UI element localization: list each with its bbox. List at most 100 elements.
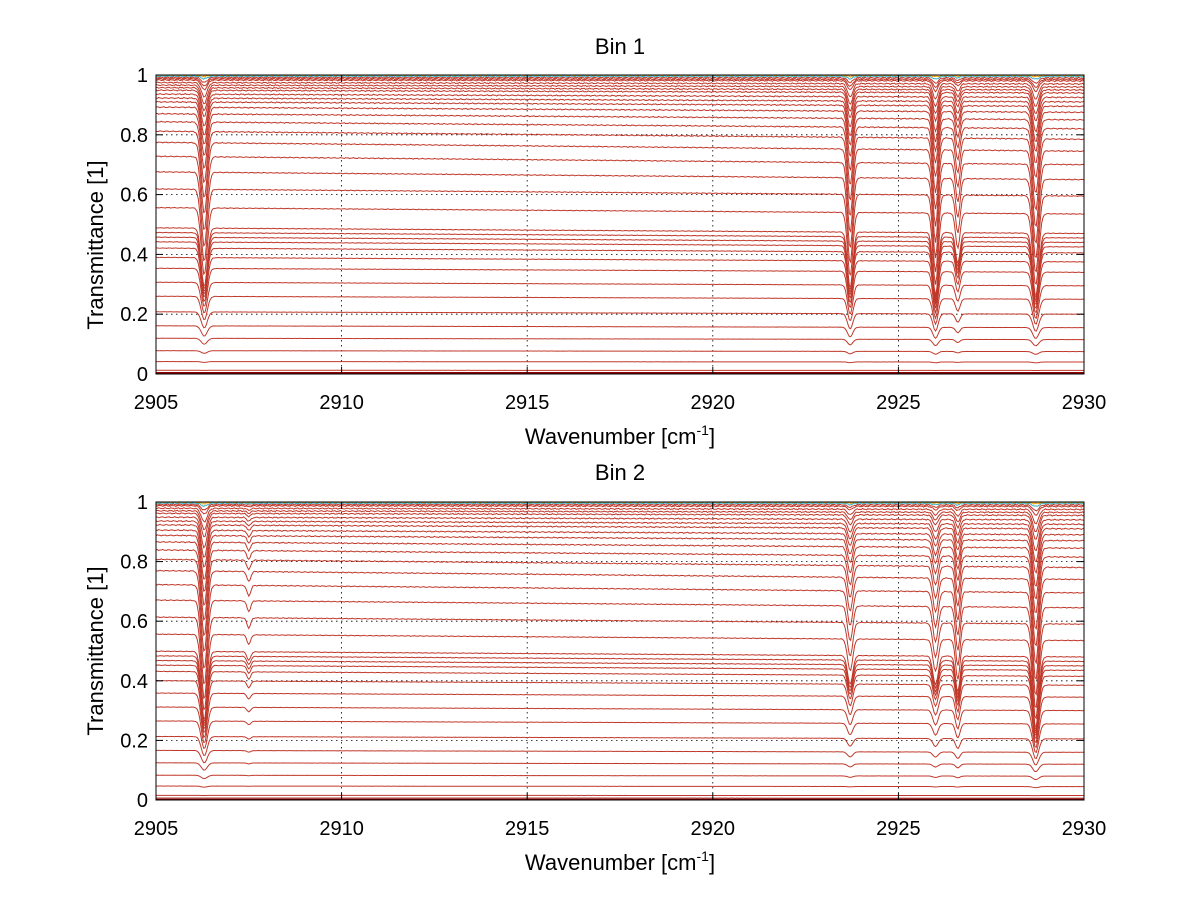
y-tick-labels: 0 0.2 0.4 0.6 0.8 1 bbox=[120, 65, 148, 386]
series-line bbox=[155, 720, 1085, 754]
series-line bbox=[155, 206, 1085, 285]
y-tick-label: 0.4 bbox=[120, 671, 148, 693]
series-line bbox=[155, 528, 1085, 587]
series-line bbox=[155, 227, 1085, 297]
series-line bbox=[155, 96, 1085, 143]
series-line bbox=[155, 583, 1085, 681]
y-tick-label: 0.4 bbox=[120, 244, 148, 266]
series-line bbox=[155, 679, 1085, 740]
series-line bbox=[155, 501, 1085, 508]
x-tick-label: 2915 bbox=[505, 818, 550, 840]
x-axis-label: Wavenumber [cm-1] bbox=[525, 848, 715, 875]
series-line bbox=[155, 231, 1085, 299]
x-tick-label: 2920 bbox=[691, 818, 736, 840]
y-tick-label: 0 bbox=[137, 790, 148, 812]
series-line bbox=[155, 633, 1085, 720]
series-line bbox=[155, 507, 1085, 525]
plot-frame bbox=[155, 501, 1085, 801]
x-axis-label-superscript: -1 bbox=[697, 422, 710, 438]
series-line bbox=[155, 655, 1085, 731]
series-line bbox=[155, 523, 1085, 574]
tick-marks bbox=[155, 501, 1085, 801]
plot-frame bbox=[155, 74, 1085, 375]
series-line bbox=[155, 112, 1085, 178]
series-line bbox=[155, 241, 1085, 303]
series-line bbox=[155, 504, 1085, 516]
y-tick-label: 0.6 bbox=[120, 611, 148, 633]
series-line bbox=[155, 92, 1085, 133]
series-line bbox=[155, 170, 1085, 259]
chart-panel-bin-1: 2905 2910 2915 2920 2925 2930 0 0.2 0.4 … bbox=[83, 34, 1106, 449]
series-line bbox=[155, 509, 1085, 532]
series-line bbox=[155, 76, 1085, 84]
series-line bbox=[155, 86, 1085, 115]
series-line bbox=[155, 692, 1085, 744]
series-line bbox=[155, 361, 1084, 364]
series-line bbox=[155, 77, 1085, 89]
series-line bbox=[155, 616, 1085, 709]
series-line bbox=[156, 735, 1085, 760]
series-line bbox=[155, 236, 1085, 301]
series-line bbox=[155, 100, 1085, 153]
x-axis-label-superscript: -1 bbox=[697, 848, 710, 864]
plot-area bbox=[155, 501, 1085, 801]
x-tick-label: 2910 bbox=[319, 818, 364, 840]
series-line bbox=[155, 516, 1085, 552]
x-tick-labels: 2905 2910 2915 2920 2925 2930 bbox=[134, 818, 1107, 840]
x-axis-label: Wavenumber [cm-1] bbox=[525, 422, 715, 449]
y-tick-label: 0.2 bbox=[120, 730, 148, 752]
y-tick-label: 1 bbox=[137, 65, 148, 87]
series-line bbox=[155, 706, 1085, 749]
y-tick-label: 0.2 bbox=[120, 304, 148, 326]
series-line bbox=[155, 256, 1085, 309]
x-tick-label: 2905 bbox=[134, 818, 179, 840]
y-tick-label: 0.6 bbox=[120, 185, 148, 207]
series-line bbox=[155, 762, 1085, 773]
series-line bbox=[155, 749, 1085, 766]
series-line bbox=[155, 350, 1085, 355]
series-line bbox=[155, 106, 1085, 164]
series-line bbox=[155, 512, 1085, 540]
x-tick-label: 2910 bbox=[319, 392, 364, 414]
series-line bbox=[155, 78, 1085, 93]
y-tick-labels: 0 0.2 0.4 0.6 0.8 1 bbox=[120, 492, 148, 812]
series-line bbox=[155, 664, 1085, 735]
series-line bbox=[155, 548, 1085, 630]
series-line bbox=[155, 558, 1085, 647]
x-tick-label: 2925 bbox=[876, 392, 921, 414]
y-tick-label: 0.8 bbox=[120, 125, 148, 147]
x-axis-label-text: Wavenumber [cm bbox=[525, 424, 697, 449]
x-tick-label: 2930 bbox=[1062, 392, 1107, 414]
series-line bbox=[155, 569, 1085, 665]
series-line bbox=[155, 599, 1085, 696]
series-line bbox=[155, 774, 1085, 781]
series-line bbox=[155, 785, 1085, 789]
x-tick-label: 2925 bbox=[876, 818, 921, 840]
series-line bbox=[155, 325, 1085, 340]
x-axis-label-tail: ] bbox=[709, 850, 715, 875]
series-line bbox=[155, 267, 1085, 315]
series-line bbox=[155, 141, 1085, 227]
series-line bbox=[155, 188, 1084, 273]
series-line bbox=[155, 650, 1085, 728]
y-tick-label: 1 bbox=[137, 492, 148, 514]
series-line bbox=[155, 89, 1085, 123]
series-line bbox=[155, 83, 1085, 108]
x-axis-label-text: Wavenumber [cm bbox=[525, 850, 697, 875]
series-line bbox=[155, 519, 1085, 563]
chart-title: Bin 2 bbox=[595, 460, 645, 485]
y-tick-label: 0 bbox=[137, 364, 148, 386]
series-line bbox=[155, 337, 1085, 347]
series-line bbox=[155, 503, 1085, 512]
series-line bbox=[155, 659, 1085, 733]
y-axis-label: Transmittance [1] bbox=[83, 566, 108, 735]
series-line bbox=[155, 281, 1085, 320]
series-line bbox=[155, 74, 1085, 80]
y-axis-label: Transmittance [1] bbox=[83, 160, 108, 329]
series-line bbox=[155, 120, 1085, 194]
x-tick-label: 2905 bbox=[134, 392, 179, 414]
chart-panel-bin-2: 2905 2910 2915 2920 2925 2930 0 0.2 0.4 … bbox=[83, 460, 1106, 875]
x-tick-labels: 2905 2910 2915 2920 2925 2930 bbox=[134, 392, 1107, 414]
series-line bbox=[156, 295, 1085, 326]
